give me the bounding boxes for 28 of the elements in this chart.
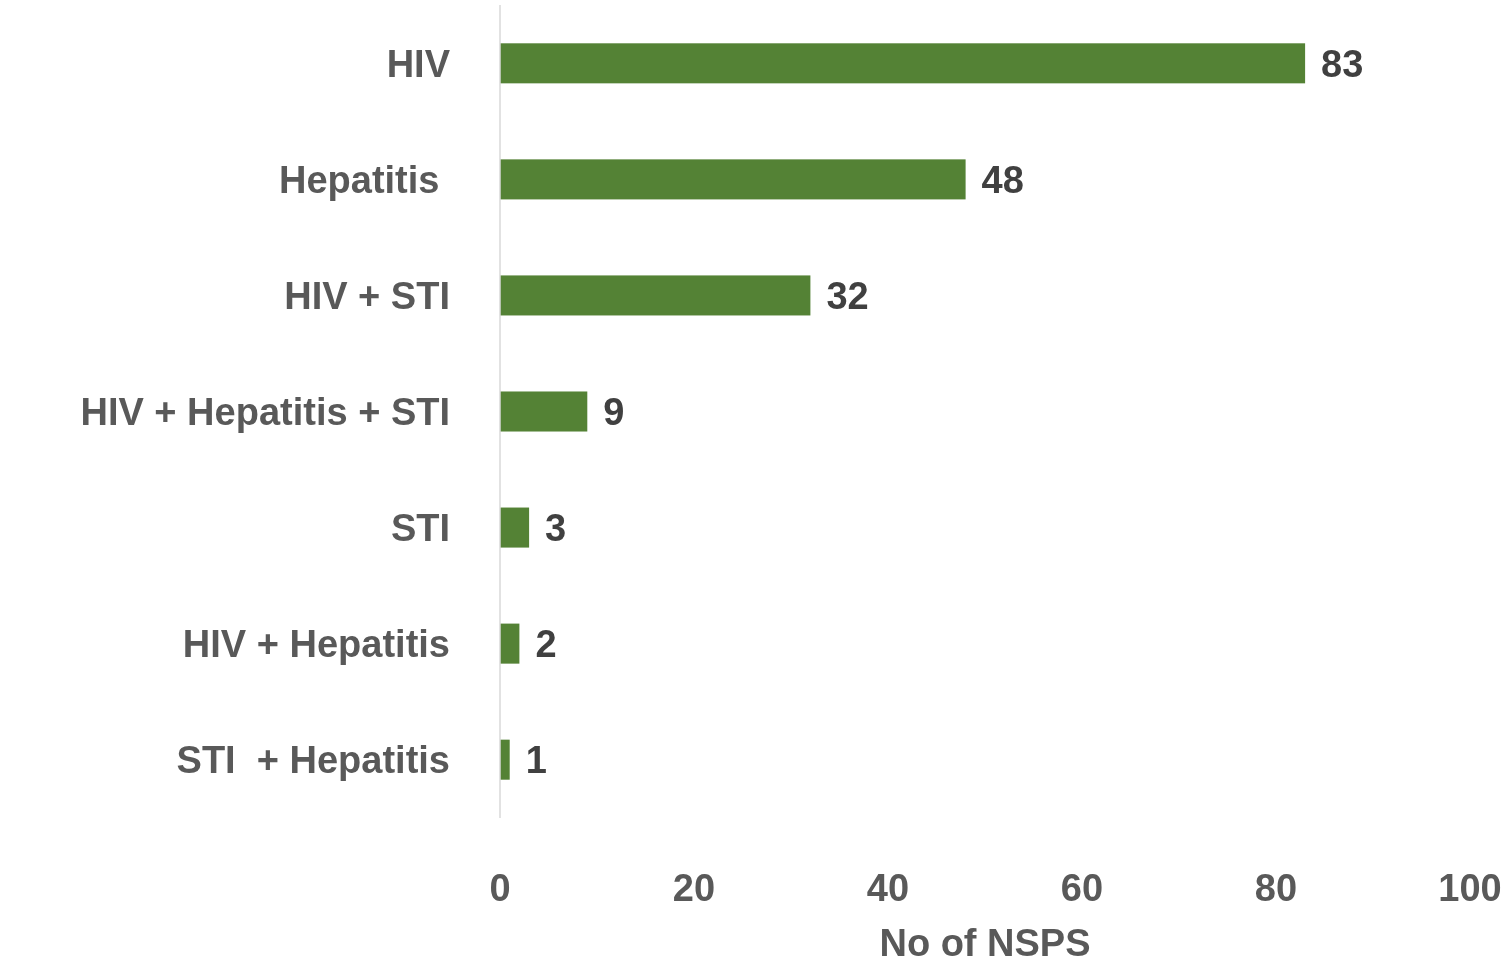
data-label: 48 xyxy=(981,159,1024,202)
bar xyxy=(500,391,588,432)
bar xyxy=(500,275,811,316)
y-tick-label: Hepatitis xyxy=(278,159,450,202)
data-label: 32 xyxy=(826,275,869,318)
data-label: 3 xyxy=(545,507,567,550)
data-label: 2 xyxy=(535,623,557,666)
y-tick-label: HIV + Hepatitis + STI xyxy=(80,391,450,434)
data-label: 83 xyxy=(1321,43,1364,85)
bar xyxy=(500,159,966,200)
x-tick-label: 80 xyxy=(1254,866,1298,909)
bar xyxy=(500,507,530,548)
y-tick-label: STI xyxy=(390,507,450,550)
y-tick-label: HIV + Hepatitis xyxy=(182,623,450,666)
x-tick-label: 40 xyxy=(866,866,910,909)
y-tick-label: HIV + STI xyxy=(284,275,450,318)
bar xyxy=(500,739,510,780)
x-tick-label: 20 xyxy=(672,866,716,909)
y-tick-label: STI + Hepatitis xyxy=(176,739,450,782)
x-tick-label: 0 xyxy=(489,866,511,909)
x-tick-label: 100 xyxy=(1438,866,1502,909)
bar xyxy=(500,623,520,664)
y-tick-label: HIV xyxy=(386,43,451,85)
x-axis-title: No of NSPS xyxy=(879,921,1091,964)
bar xyxy=(500,43,1306,84)
x-tick-label: 60 xyxy=(1060,866,1104,909)
data-label: 9 xyxy=(603,391,625,434)
data-label: 1 xyxy=(525,739,547,782)
